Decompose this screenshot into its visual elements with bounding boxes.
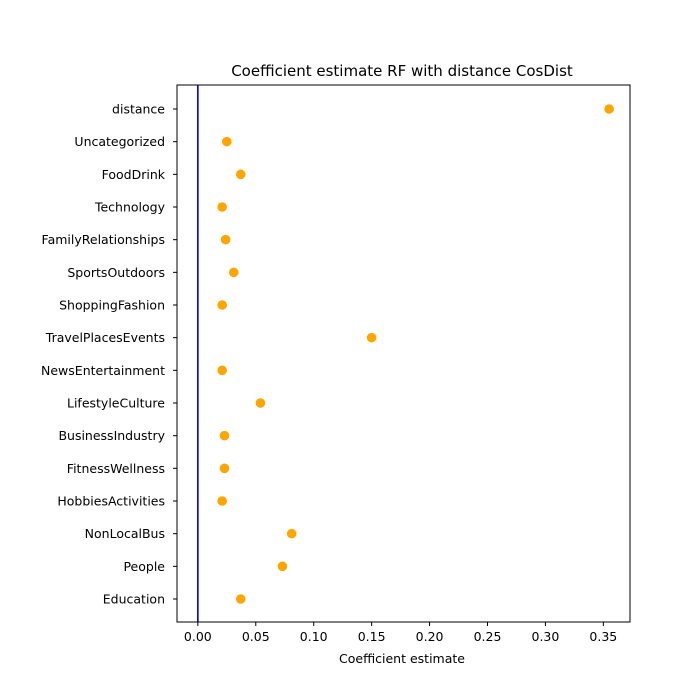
data-point [222, 136, 232, 147]
x-tick-label: 0.25 [474, 629, 502, 644]
plot-frame [176, 84, 631, 623]
data-point [255, 398, 266, 408]
y-tick-label: LifestyleCulture [67, 396, 165, 411]
y-tick-label: Education [103, 592, 165, 607]
chart-title: Coefficient estimate RF with distance Co… [231, 62, 573, 80]
data-point [235, 169, 246, 180]
data-point [220, 234, 231, 245]
x-tick-label: 0.20 [416, 629, 444, 644]
data-point [217, 365, 227, 376]
data-point [286, 528, 297, 539]
data-point [604, 104, 614, 114]
y-tick-label: FitnessWellness [67, 461, 165, 476]
y-tick-label: People [123, 559, 165, 574]
x-tick-label: 0.30 [532, 629, 560, 644]
data-point [219, 430, 230, 441]
y-tick-label: ShoppingFashion [59, 298, 165, 313]
data-point [366, 332, 377, 343]
y-tick-label: distance [112, 102, 165, 117]
x-tick-label: 0.35 [589, 629, 617, 644]
plot-area: 0.00 0.05 0.10 0.15 0.20 0.25 0.30 0.35 distance… [41, 84, 631, 644]
y-tick-label: TravelPlacesEvents [45, 330, 165, 345]
y-tick-label: NonLocalBus [85, 526, 165, 541]
y-tick-label: FoodDrink [102, 167, 166, 182]
data-point [235, 594, 246, 604]
y-tick-label: NewsEntertainment [41, 363, 165, 378]
x-tick-label: 0.05 [242, 629, 270, 644]
y-tick-label: BusinessIndustry [58, 428, 165, 443]
y-tick-label: SportsOutdoors [67, 265, 165, 280]
y-tick-label: Technology [94, 200, 166, 215]
data-point [228, 267, 239, 278]
x-tick-label: 0.00 [184, 629, 212, 644]
y-tick-label: Uncategorized [74, 134, 165, 149]
data-point [219, 463, 230, 474]
x-axis-title: Coefficient estimate [339, 651, 465, 666]
y-tick-label: FamilyRelationships [42, 232, 165, 247]
x-tick-label: 0.15 [358, 629, 386, 644]
data-point [217, 202, 227, 212]
y-tick-label: HobbiesActivities [57, 494, 165, 509]
x-tick-label: 0.10 [300, 629, 328, 644]
data-point [217, 496, 227, 506]
data-point [277, 561, 288, 572]
data-point [217, 300, 227, 310]
